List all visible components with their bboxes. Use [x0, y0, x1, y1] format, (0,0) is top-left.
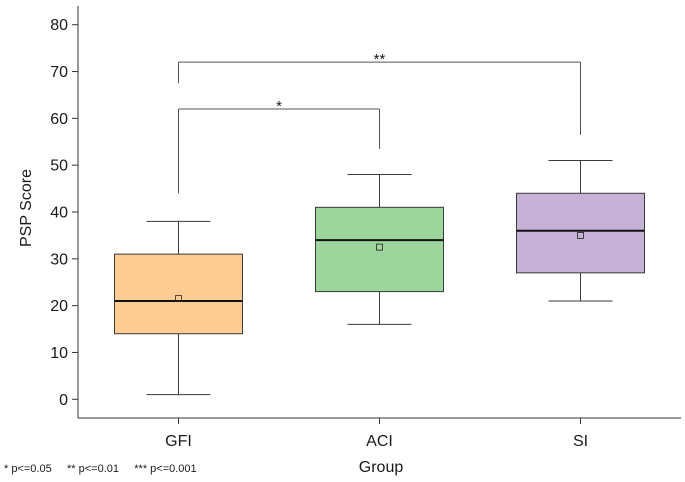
significance-bracket-2: **	[178, 51, 581, 135]
significance-bracket-1: *	[178, 98, 380, 194]
significance-brackets: ***	[178, 51, 581, 194]
y-tick-label: 20	[50, 298, 68, 315]
iqr-box	[516, 192, 645, 274]
significance-footnote: * p<=0.05 ** p<=0.01 *** p<=0.001	[4, 463, 197, 475]
boxes	[114, 160, 645, 396]
iqr-box	[114, 253, 243, 335]
significance-label: *	[276, 98, 282, 115]
box-aci	[315, 174, 444, 325]
mean-marker	[175, 295, 182, 303]
box-gfi	[114, 220, 243, 396]
mean-marker	[577, 232, 584, 239]
y-tick-label: 30	[50, 251, 68, 268]
box-si	[516, 160, 645, 302]
significance-label: **	[374, 51, 386, 68]
x-tick-label: GFI	[165, 433, 192, 450]
x-tick-label: SI	[573, 433, 588, 450]
x-tick-label: ACI	[366, 433, 393, 450]
y-tick-label: 70	[50, 64, 68, 81]
mean-marker	[376, 243, 383, 251]
y-tick-label: 40	[50, 205, 68, 222]
y-tick-label: 50	[50, 158, 68, 175]
y-tick-label: 0	[59, 392, 68, 409]
y-axis-title: PSP Score	[18, 169, 35, 247]
y-tick-label: 10	[50, 345, 68, 362]
y-tick-label: 60	[50, 111, 68, 128]
x-axis-title: Group	[359, 459, 404, 476]
y-tick-label: 80	[50, 17, 68, 34]
iqr-box	[315, 206, 444, 293]
axes: 0 10 20 30 40 50 60 70 80 GFI ACI SI	[50, 6, 681, 450]
